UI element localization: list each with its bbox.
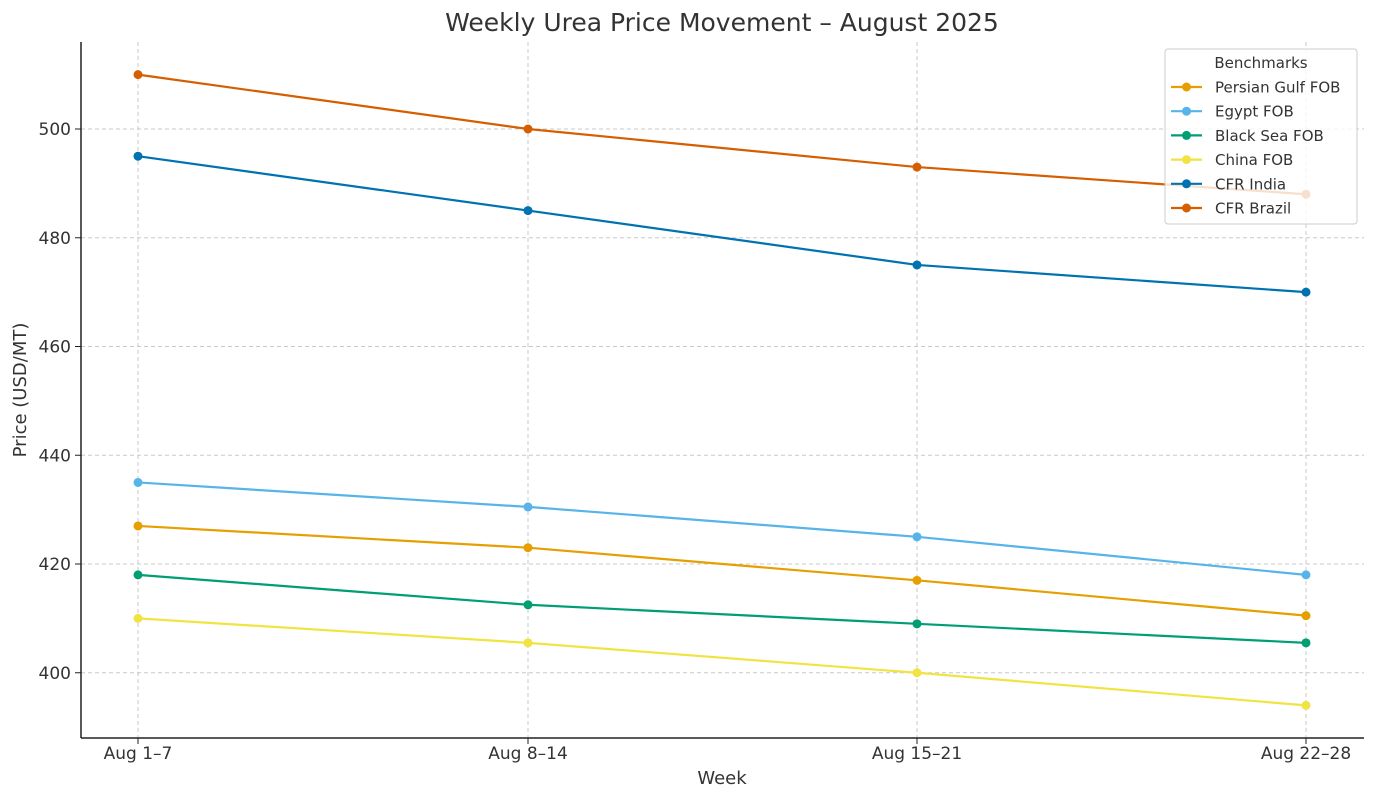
legend-label: Persian Gulf FOB <box>1215 79 1340 97</box>
legend-title: Benchmarks <box>1214 54 1307 72</box>
series-line <box>137 155 1307 294</box>
data-point <box>1301 638 1311 648</box>
legend-label: China FOB <box>1215 151 1293 169</box>
series-3 <box>133 613 1311 710</box>
y-tick-label: 400 <box>39 664 71 684</box>
data-point <box>912 162 922 172</box>
legend-swatch-marker <box>1182 179 1191 189</box>
data-point <box>133 477 143 487</box>
data-point <box>523 600 533 610</box>
data-point <box>133 521 143 531</box>
data-point <box>523 124 533 134</box>
legend: Benchmarks Persian Gulf FOB Egypt FOB Blac… <box>1164 48 1358 225</box>
x-tick-label: Aug 8–14 <box>488 744 568 764</box>
axes-layer <box>80 42 1364 739</box>
series-line <box>137 573 1307 644</box>
x-tick-label: Aug 1–7 <box>104 744 173 764</box>
legend-swatch-marker <box>1182 130 1191 140</box>
data-point <box>523 206 533 216</box>
legend-item: Persian Gulf FOB <box>1171 79 1340 97</box>
series-line <box>137 481 1307 576</box>
data-point <box>912 619 922 629</box>
y-tick-label: 440 <box>39 446 71 466</box>
chart-title: Weekly Urea Price Movement – August 2025 <box>445 8 999 37</box>
y-tick-label: 500 <box>39 120 71 140</box>
x-tick-label: Aug 22–28 <box>1261 744 1351 764</box>
data-point <box>1301 611 1311 621</box>
data-point <box>133 613 143 623</box>
data-point <box>912 575 922 585</box>
series-line <box>137 524 1307 617</box>
legend-swatch-marker <box>1182 82 1191 92</box>
legend-label: CFR Brazil <box>1215 200 1291 218</box>
legend-item: Black Sea FOB <box>1171 127 1324 145</box>
data-point <box>1301 700 1311 710</box>
data-point <box>912 260 922 270</box>
data-point <box>133 570 143 580</box>
series-0 <box>133 521 1311 621</box>
series-layer <box>133 70 1311 710</box>
legend-label: Black Sea FOB <box>1215 127 1324 145</box>
data-point <box>133 151 143 161</box>
legend-item: CFR Brazil <box>1171 200 1291 218</box>
x-axis-label: Week <box>697 768 747 789</box>
series-line <box>137 617 1307 707</box>
ticks-layer: 400 420 440 460 480 500 Aug 1–7 Aug 8–14 Aug 15–… <box>39 120 1352 764</box>
legend-label: CFR India <box>1215 175 1286 193</box>
legend-item: Egypt FOB <box>1171 103 1294 121</box>
series-1 <box>133 477 1311 580</box>
x-tick-label: Aug 15–21 <box>872 744 962 764</box>
data-point <box>1301 570 1311 580</box>
data-point <box>133 70 143 80</box>
legend-item: CFR India <box>1171 175 1286 193</box>
legend-item: China FOB <box>1171 151 1293 169</box>
data-point <box>523 502 533 512</box>
y-axis-label: Price (USD/MT) <box>10 323 31 458</box>
legend-label: Egypt FOB <box>1215 103 1294 121</box>
data-point <box>912 532 922 542</box>
data-point <box>1301 287 1311 297</box>
y-tick-label: 480 <box>39 229 71 249</box>
legend-swatch-marker <box>1182 106 1191 116</box>
data-point <box>912 668 922 678</box>
y-tick-label: 420 <box>39 555 71 575</box>
series-line <box>137 73 1307 196</box>
legend-box <box>1164 48 1358 225</box>
data-point <box>523 543 533 553</box>
y-tick-label: 460 <box>39 338 71 358</box>
series-2 <box>133 570 1311 648</box>
legend-swatch-marker <box>1182 155 1191 165</box>
series-4 <box>133 151 1311 297</box>
legend-swatch-marker <box>1182 203 1191 213</box>
data-point <box>523 638 533 648</box>
